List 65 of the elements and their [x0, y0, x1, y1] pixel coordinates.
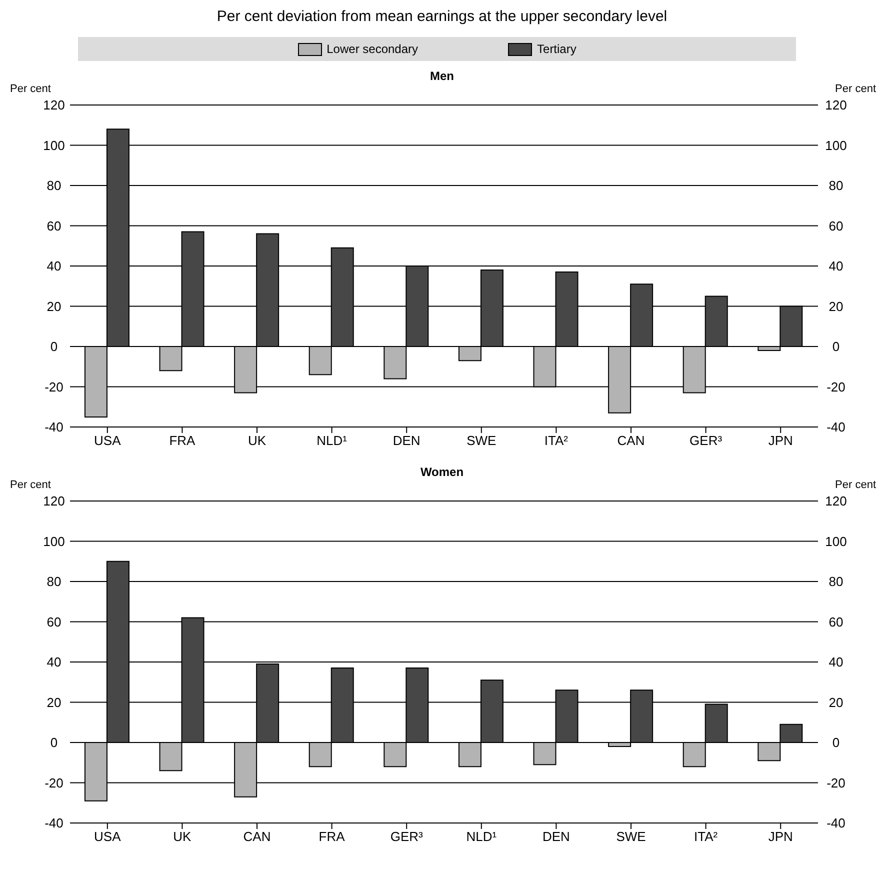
y-tick-label: -20	[44, 775, 64, 790]
y-tick-label: -40	[44, 420, 64, 435]
x-tick-label: DEN	[542, 829, 570, 844]
x-tick-label: NLD¹	[316, 433, 348, 448]
y-tick-label: 120	[43, 98, 65, 113]
y-tick-label: 100	[43, 534, 65, 549]
chart-subtitle: Men	[429, 69, 455, 83]
x-tick-label: GER³	[390, 829, 424, 844]
y-tick-label: 40	[46, 654, 62, 670]
y2-axis-title: Per cent	[835, 479, 876, 491]
y-tick-label: 40	[46, 258, 62, 274]
y-tick-label: 20	[46, 694, 62, 710]
x-tick-label: FRA	[318, 829, 346, 844]
y-tick-label: 0	[50, 339, 58, 354]
y2-tick-label: 100	[825, 138, 847, 153]
x-tick-label: FRA	[169, 433, 196, 448]
legend-label: Lower secondary	[326, 42, 418, 56]
x-tick-label: UK	[248, 433, 266, 448]
y-tick-label: -40	[44, 816, 64, 831]
y2-tick-label: 120	[825, 98, 847, 113]
x-tick-label: CAN	[243, 829, 271, 844]
y-axis-title: Per cent	[10, 83, 51, 95]
x-tick-label: NLD¹	[466, 829, 498, 844]
x-tick-label: CAN	[617, 433, 645, 448]
y-tick-label: 80	[46, 574, 62, 590]
x-tick-label: JPN	[768, 829, 793, 844]
y2-tick-label: -40	[826, 420, 846, 435]
x-tick-label: DEN	[392, 433, 420, 448]
y-axis-title: Per cent	[10, 479, 51, 491]
y-tick-label: -20	[44, 379, 64, 394]
y2-tick-label: 60	[828, 614, 844, 630]
x-tick-label: ITA²	[544, 433, 569, 448]
y2-tick-label: 0	[832, 339, 840, 354]
y2-tick-label: 20	[828, 298, 844, 314]
y-tick-label: 60	[46, 614, 62, 630]
y2-tick-label: -20	[826, 775, 846, 790]
y-tick-label: 20	[46, 298, 62, 314]
chart-title: Per cent deviation from mean earnings at the upper secondary level	[216, 8, 668, 25]
y-tick-label: 100	[43, 138, 65, 153]
x-tick-label: ITA²	[694, 829, 718, 844]
y2-tick-label: -20	[826, 379, 846, 394]
y2-tick-label: 100	[825, 534, 847, 549]
x-tick-label: JPN	[768, 433, 793, 448]
y2-tick-label: 20	[828, 694, 844, 710]
legend-label: Tertiary	[537, 42, 576, 56]
chart-subtitle: Women	[419, 465, 465, 479]
y-tick-label: 60	[46, 218, 62, 234]
y-tick-label: 80	[46, 178, 62, 194]
y2-tick-label: 40	[828, 654, 844, 670]
x-tick-label: UK	[173, 829, 192, 844]
y2-axis-title: Per cent	[835, 83, 876, 95]
y2-tick-label: 40	[828, 258, 844, 274]
x-tick-label: GER³	[690, 433, 723, 448]
y2-tick-label: 120	[825, 494, 847, 509]
y2-tick-label: 80	[828, 574, 844, 590]
y-tick-label: 0	[50, 735, 58, 750]
y2-tick-label: 60	[828, 218, 844, 234]
y2-tick-label: -40	[826, 816, 846, 831]
x-tick-label: USA	[94, 433, 122, 448]
x-tick-label: SWE	[616, 829, 646, 844]
x-tick-label: SWE	[466, 433, 497, 448]
y-tick-label: 120	[43, 494, 65, 509]
x-tick-label: USA	[94, 829, 122, 844]
y2-tick-label: 80	[828, 178, 844, 194]
y2-tick-label: 0	[832, 735, 840, 750]
